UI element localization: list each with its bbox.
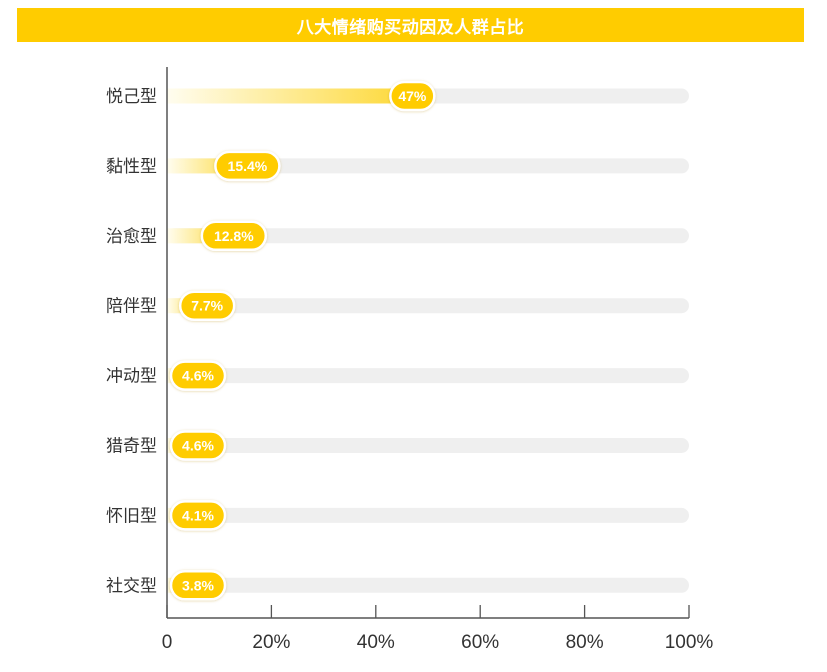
x-tick-label: 0	[162, 632, 173, 653]
value-label: 4.6%	[182, 438, 214, 454]
x-tick-label: 20%	[252, 632, 290, 653]
value-pill	[214, 150, 281, 182]
bar-track	[167, 158, 689, 174]
value-label: 7.7%	[191, 298, 223, 314]
value-pill	[169, 570, 227, 601]
bar-track	[167, 368, 689, 384]
category-label: 治愈型	[106, 227, 157, 247]
bar-track	[167, 298, 689, 314]
value-label: 47%	[398, 88, 427, 104]
x-tick-label: 80%	[566, 632, 604, 653]
category-label: 黏性型	[106, 157, 157, 177]
bar-track	[167, 228, 689, 244]
value-pill	[169, 360, 227, 391]
value-label: 4.1%	[182, 507, 214, 523]
value-label: 3.8%	[182, 577, 214, 593]
category-label: 社交型	[106, 576, 157, 596]
bar-track	[167, 507, 689, 523]
x-tick-label: 100%	[665, 632, 714, 653]
x-tick-label: 40%	[357, 632, 395, 653]
chart-title: 八大情绪购买动因及人群占比	[296, 17, 525, 38]
value-pill	[169, 430, 227, 461]
value-label: 4.6%	[182, 368, 214, 384]
value-pill	[200, 220, 268, 252]
value-pill	[389, 80, 436, 112]
category-label: 陪伴型	[106, 297, 157, 317]
value-pill	[178, 290, 236, 321]
category-label: 冲动型	[106, 367, 157, 387]
bar	[167, 88, 413, 104]
bar-track	[167, 438, 689, 453]
x-tick-label: 60%	[461, 632, 499, 653]
value-label: 15.4%	[228, 158, 268, 174]
title-bar: 八大情绪购买动因及人群占比	[17, 8, 804, 42]
category-label: 悦己型	[106, 87, 157, 107]
bar-track	[167, 577, 689, 593]
value-label: 12.8%	[214, 228, 254, 244]
category-label: 猎奇型	[106, 437, 157, 457]
value-pill	[169, 500, 227, 531]
category-label: 怀旧型	[106, 506, 157, 526]
